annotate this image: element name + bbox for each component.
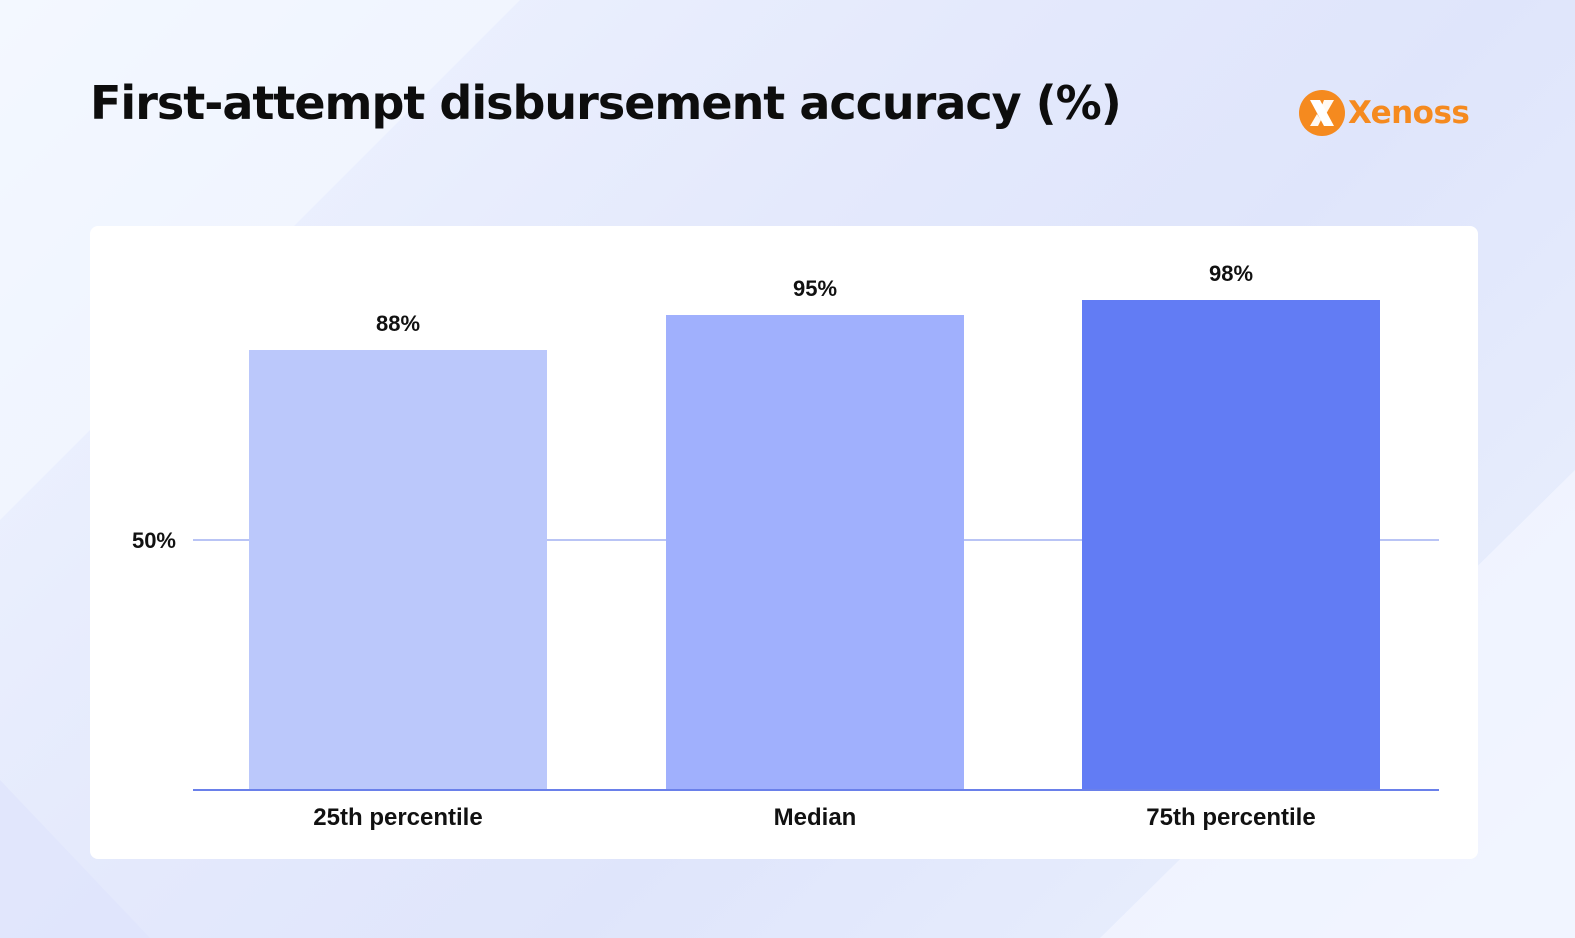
data-label: 95% bbox=[793, 276, 837, 301]
chart-card: 50% 88% 25th percentile 95% Median 98% 75th pe… bbox=[90, 226, 1478, 859]
brand-name: Xenoss bbox=[1348, 95, 1470, 131]
bar bbox=[1082, 300, 1380, 790]
x-tick-label: 25th percentile bbox=[313, 804, 482, 831]
x-tick-label: 75th percentile bbox=[1146, 804, 1315, 831]
brand-logo: Xenoss bbox=[1298, 88, 1488, 138]
bar-chart: 50% 88% 25th percentile 95% Median 98% 75th pe… bbox=[132, 261, 1439, 831]
page-title: First-attempt disbursement accuracy (%) bbox=[90, 76, 1122, 130]
data-label: 88% bbox=[376, 311, 420, 336]
bar bbox=[666, 315, 964, 790]
x-tick-label: Median bbox=[774, 804, 857, 831]
bar bbox=[249, 350, 547, 790]
y-tick-label: 50% bbox=[132, 528, 176, 553]
data-label: 98% bbox=[1209, 261, 1253, 286]
xenoss-logo-icon bbox=[1299, 90, 1345, 136]
